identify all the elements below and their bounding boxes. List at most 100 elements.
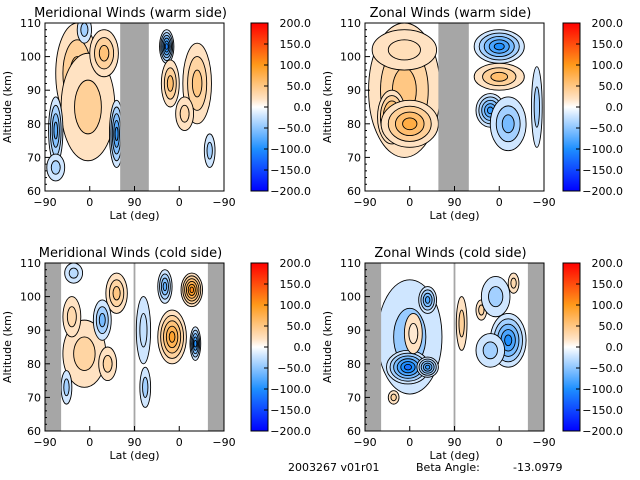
contour-feature	[531, 66, 543, 148]
plot-area	[45, 263, 224, 431]
colorbar-tick-label: 100.0	[280, 59, 312, 72]
no-data-band	[133, 263, 136, 431]
no-data-band	[45, 263, 62, 431]
x-tick-label: 90	[448, 196, 462, 209]
x-axis-label: Lat (deg)	[430, 209, 480, 222]
colorbar: 200.0 150.0 100.0 50.0 0.0 −50.0 −100.0 −150.0 −…	[250, 17, 312, 198]
x-tick-label: 0	[86, 196, 93, 209]
no-data-band	[120, 23, 149, 191]
contour-feature	[475, 333, 506, 368]
contour-level	[533, 86, 540, 128]
colorbar: 200.0 150.0 100.0 50.0 0.0 −50.0 −100.0 −150.0 −…	[562, 17, 624, 198]
y-axis-label: Altitude (km)	[1, 71, 14, 143]
colorbar-tick-label: −150.0	[270, 404, 311, 417]
contour-level	[166, 75, 174, 92]
colorbar-tick-label: 100.0	[592, 299, 624, 312]
contour-level	[510, 277, 517, 289]
colorbar-tick-label: 50.0	[599, 80, 624, 93]
contour-level	[63, 378, 70, 397]
colorbar-tick-label: 50.0	[599, 320, 624, 333]
contour-level	[164, 43, 169, 50]
x-tick-label: 0	[86, 436, 93, 449]
colorbar: 200.0 150.0 100.0 50.0 0.0 −50.0 −100.0 −150.0 −…	[250, 257, 312, 438]
colorbar-tick-label: −50.0	[277, 122, 311, 135]
contour-feature	[473, 29, 525, 64]
contour-level	[504, 334, 513, 347]
y-tick-label: 90	[27, 324, 41, 337]
contour-level	[73, 336, 96, 371]
plot-area	[45, 23, 224, 191]
chart-panel-2: Zonal Winds (warm side) 60 70 80 90 100 110 −90…	[321, 6, 623, 222]
contour-feature	[98, 346, 118, 382]
contour-feature	[157, 309, 187, 365]
x-tick-label: 0	[406, 196, 413, 209]
chart-panel-1: Meridional Winds (warm side) 60 70 80 90 100 1…	[1, 6, 311, 222]
colorbar-tick-label: −100.0	[582, 143, 623, 156]
contour-feature	[387, 390, 400, 405]
contour-level	[74, 79, 102, 135]
contour-feature	[89, 29, 119, 78]
contour-level	[142, 376, 149, 398]
no-data-band	[527, 263, 544, 431]
contour-level	[162, 281, 168, 292]
colorbar-tick-label: 0.0	[606, 341, 624, 354]
y-tick-label: 60	[347, 425, 361, 438]
plot-area	[365, 263, 544, 431]
contour-level	[478, 304, 485, 316]
contour-level	[403, 363, 412, 371]
colorbar-tick-label: 200.0	[280, 257, 312, 270]
contour-level	[112, 286, 121, 301]
y-tick-label: 110	[340, 257, 361, 270]
contour-feature	[371, 29, 438, 71]
x-tick-label: 90	[448, 436, 462, 449]
contour-feature	[160, 59, 180, 108]
colorbar-tick-label: −200.0	[270, 425, 311, 438]
colorbar-tick-label: 50.0	[287, 80, 312, 93]
x-tick-label: −90	[353, 436, 376, 449]
y-tick-label: 60	[27, 185, 41, 198]
contour-level	[53, 121, 58, 140]
y-tick-label: 80	[27, 358, 41, 371]
x-tick-label: 0	[406, 436, 413, 449]
footer-beta-value: -13.0979	[513, 461, 563, 474]
contour-feature	[489, 96, 527, 152]
y-tick-label: 90	[27, 84, 41, 97]
x-tick-label: −90	[353, 196, 376, 209]
y-tick-label: 110	[340, 17, 361, 30]
contour-feature	[418, 286, 438, 314]
y-tick-label: 100	[340, 291, 361, 304]
colorbar-tick-label: −200.0	[582, 425, 623, 438]
y-tick-label: 70	[347, 151, 361, 164]
no-data-band	[453, 263, 456, 431]
colorbar-tick-label: 150.0	[280, 278, 312, 291]
colorbar-tick-label: −100.0	[270, 143, 311, 156]
colorbar-tick-label: −150.0	[582, 164, 623, 177]
y-tick-label: 110	[20, 257, 41, 270]
contour-level	[501, 114, 515, 134]
x-axis-label: Lat (deg)	[110, 449, 160, 462]
contour-level	[424, 296, 431, 304]
colorbar-tick-label: −50.0	[589, 122, 623, 135]
contour-feature	[157, 269, 173, 304]
y-tick-label: 60	[347, 185, 361, 198]
x-tick-label: −90	[532, 196, 555, 209]
x-axis-label: Lat (deg)	[110, 209, 160, 222]
contour-level	[179, 104, 190, 123]
contour-feature	[92, 299, 112, 341]
contour-level	[189, 286, 195, 294]
y-axis-label: Altitude (km)	[1, 311, 14, 383]
contour-feature	[203, 133, 216, 168]
contour-level	[490, 71, 509, 82]
footer-date-version: 2003267 v01r01	[288, 461, 380, 474]
contour-feature	[480, 275, 511, 318]
x-tick-label: −90	[33, 436, 56, 449]
contour-level	[114, 126, 119, 142]
contour-feature	[416, 356, 439, 378]
contour-level	[458, 309, 465, 338]
contour-level	[98, 312, 106, 328]
plot-area	[365, 23, 544, 191]
contour-level	[387, 39, 421, 61]
x-tick-label: 0	[496, 196, 503, 209]
contour-level	[206, 141, 213, 160]
y-axis-label: Altitude (km)	[321, 71, 334, 143]
